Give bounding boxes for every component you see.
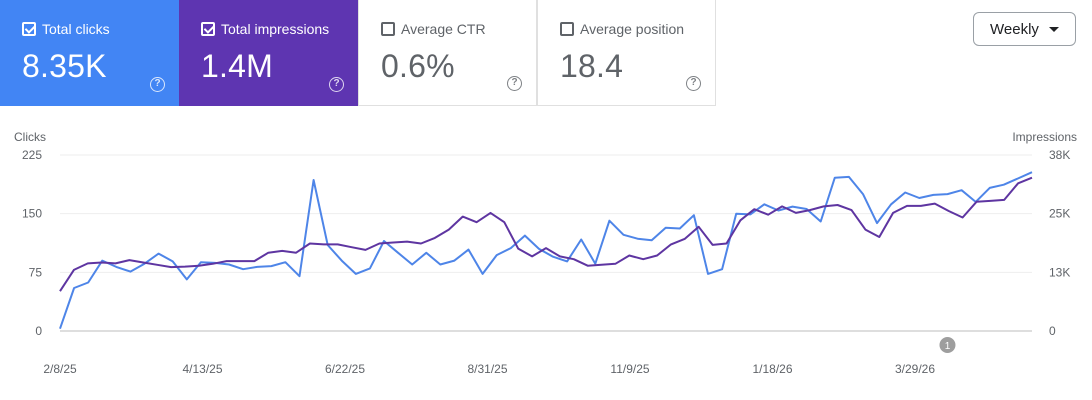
left-tick-label: 225 bbox=[22, 148, 42, 162]
left-tick-label: 150 bbox=[22, 207, 42, 221]
card-header: Total impressions bbox=[201, 20, 358, 38]
dropdown-selected-value: Weekly bbox=[990, 20, 1039, 38]
clicks-series-line bbox=[59, 171, 1033, 330]
help-icon[interactable]: ? bbox=[329, 77, 344, 92]
left-tick-label: 0 bbox=[35, 324, 42, 338]
help-icon[interactable]: ? bbox=[150, 77, 165, 92]
x-tick-label: 3/29/26 bbox=[895, 362, 935, 376]
card-value: 8.35K bbox=[22, 48, 107, 84]
right-tick-label: 0 bbox=[1049, 324, 1056, 338]
card-label: Average CTR bbox=[401, 21, 486, 37]
x-tick-label: 1/18/26 bbox=[752, 362, 792, 376]
card-total-clicks[interactable]: Total clicks 8.35K ? bbox=[0, 0, 179, 106]
x-tick-label: 8/31/25 bbox=[467, 362, 507, 376]
granularity-dropdown[interactable]: Weekly bbox=[973, 12, 1076, 46]
annotation-circle[interactable] bbox=[939, 337, 956, 353]
card-label: Total clicks bbox=[42, 21, 110, 37]
checkbox-checked-icon[interactable] bbox=[201, 22, 215, 36]
right-axis-ticks: 0 13K 25K 38K bbox=[1049, 148, 1070, 338]
card-value: 1.4M bbox=[201, 48, 273, 84]
annotation-marker[interactable]: 1 bbox=[939, 337, 956, 353]
annotation-label: 1 bbox=[945, 341, 951, 352]
metric-cards: Total clicks 8.35K ? Total impressions 1… bbox=[0, 0, 716, 106]
x-tick-label: 4/13/25 bbox=[182, 362, 222, 376]
x-axis-ticks: 2/8/25 4/13/25 6/22/25 8/31/25 11/9/25 1/18/2… bbox=[43, 362, 935, 376]
card-average-position[interactable]: Average position 18.4 ? bbox=[537, 0, 716, 106]
card-header: Total clicks bbox=[22, 20, 179, 38]
right-axis-title: Impressions bbox=[1012, 130, 1077, 144]
card-header: Average CTR bbox=[381, 20, 536, 38]
checkbox-checked-icon[interactable] bbox=[22, 22, 36, 36]
right-tick-label: 38K bbox=[1049, 148, 1070, 162]
x-tick-label: 11/9/25 bbox=[610, 362, 649, 376]
impressions-series-line bbox=[59, 176, 1033, 292]
series-lines bbox=[59, 171, 1033, 330]
left-axis-ticks: 0 75 150 225 bbox=[22, 148, 42, 338]
card-label: Total impressions bbox=[221, 21, 330, 37]
checkbox-unchecked-icon[interactable] bbox=[560, 22, 574, 36]
x-tick-label: 2/8/25 bbox=[43, 362, 77, 376]
card-total-impressions[interactable]: Total impressions 1.4M ? bbox=[179, 0, 358, 106]
right-tick-label: 13K bbox=[1049, 265, 1070, 279]
card-value: 18.4 bbox=[560, 48, 624, 84]
right-tick-label: 25K bbox=[1049, 207, 1070, 221]
card-header: Average position bbox=[560, 20, 715, 38]
gridlines bbox=[60, 154, 1032, 332]
card-average-ctr[interactable]: Average CTR 0.6% ? bbox=[358, 0, 537, 106]
card-label: Average position bbox=[580, 21, 685, 37]
help-icon[interactable]: ? bbox=[507, 76, 522, 91]
left-axis-title: Clicks bbox=[14, 130, 46, 144]
help-icon[interactable]: ? bbox=[686, 76, 701, 91]
card-value: 0.6% bbox=[381, 48, 455, 84]
x-tick-label: 6/22/25 bbox=[325, 362, 365, 376]
checkbox-unchecked-icon[interactable] bbox=[381, 22, 395, 36]
caret-down-icon bbox=[1049, 27, 1059, 32]
left-tick-label: 75 bbox=[29, 265, 43, 279]
